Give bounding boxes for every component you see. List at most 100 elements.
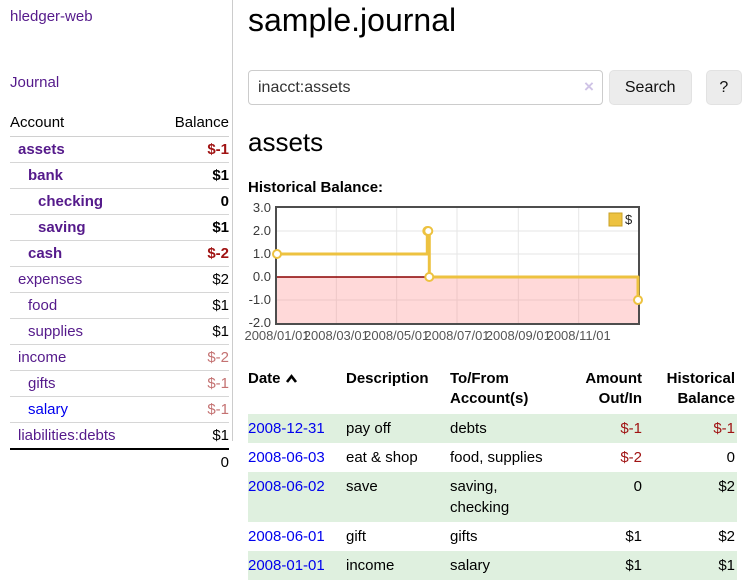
sidebar-item-journal[interactable]: Journal: [10, 74, 60, 91]
register-accounts: saving, checking: [450, 477, 510, 516]
y-axis-tick-label: -2.0: [248, 314, 271, 330]
search-form: × Search ?: [248, 70, 742, 106]
account-row: expenses $2: [10, 266, 229, 293]
app-brand-link[interactable]: hledger-web: [10, 8, 93, 25]
account-row: income $-2: [10, 344, 229, 371]
register-accounts: gifts: [450, 527, 478, 545]
register-balance: $-1: [713, 419, 735, 437]
register-balance: $1: [718, 556, 735, 574]
sidebar-account-assets[interactable]: assets: [18, 141, 65, 158]
data-point-marker: [633, 294, 643, 305]
page-title: sample.journal: [248, 2, 457, 38]
sidebar-account-liabilities-debts[interactable]: liabilities:debts: [18, 427, 116, 444]
data-point-marker: [423, 225, 434, 236]
register-date-link[interactable]: 2008-06-02: [248, 477, 325, 495]
register-header-accounts-line2: Account(s): [450, 389, 529, 407]
register-description: eat & shop: [346, 448, 418, 466]
x-axis-tick-label: 2008/01/01: [244, 327, 310, 343]
account-balance: $2: [154, 266, 229, 293]
account-balance: $-2: [154, 240, 229, 267]
register-header-balance-line2: Balance: [677, 389, 735, 407]
sidebar-account-expenses[interactable]: expenses: [18, 271, 83, 288]
sidebar-account-food[interactable]: food: [28, 297, 58, 314]
sidebar-account-supplies[interactable]: supplies: [28, 323, 84, 340]
sidebar-account-saving[interactable]: saving: [38, 219, 86, 236]
register-table: Date Description To/From Account(s) Amou…: [248, 367, 737, 580]
account-balance: $1: [154, 292, 229, 319]
register-date-link[interactable]: 2008-06-01: [248, 527, 325, 545]
account-balance: $1: [154, 318, 229, 345]
sidebar-account-checking[interactable]: checking: [38, 193, 104, 210]
account-row: food $1: [10, 292, 229, 319]
search-input[interactable]: [248, 70, 603, 106]
accounts-header-account: Account: [10, 111, 155, 137]
account-page-title: assets: [248, 126, 324, 157]
y-axis-tick-label: 3.0: [252, 199, 271, 215]
register-accounts: debts: [450, 419, 487, 437]
y-axis-tick-label: 1.0: [252, 245, 271, 261]
chart-canvas: $: [272, 207, 643, 323]
chart-plot-area: $: [272, 205, 643, 325]
register-header-accounts-line1: To/From: [450, 369, 509, 387]
account-row: cash $-2: [10, 240, 229, 267]
register-row: 2008-06-01 gift gifts $1 $2: [248, 522, 737, 551]
register-amount: $1: [625, 556, 642, 574]
account-balance: $-1: [154, 396, 229, 423]
account-balance: $-2: [154, 344, 229, 371]
sidebar-account-income[interactable]: income: [18, 349, 67, 366]
sidebar: hledger-web Journal Account Balance asse…: [0, 0, 233, 475]
register-balance: $2: [718, 477, 735, 495]
register-description: income: [346, 556, 395, 574]
register-date-link[interactable]: 2008-12-31: [248, 419, 325, 437]
accounts-balance-table: Account Balance assets $-1 bank $1 checking 0…: [10, 111, 229, 475]
register-amount: $-2: [620, 448, 642, 466]
register-amount: $1: [625, 527, 642, 545]
register-description: gift: [346, 527, 367, 545]
account-row: saving $1: [10, 214, 229, 241]
account-balance: 0: [154, 188, 229, 215]
account-row: gifts $-1: [10, 370, 229, 397]
y-axis-tick-label: -1.0: [248, 291, 271, 307]
clear-search-icon[interactable]: ×: [583, 76, 594, 96]
register-header-amount-line2: Out/In: [598, 389, 642, 407]
help-button[interactable]: ?: [705, 70, 742, 106]
register-description: pay off: [346, 419, 391, 437]
account-row: supplies $1: [10, 318, 229, 345]
register-amount: 0: [633, 477, 642, 495]
sidebar-account-gifts[interactable]: gifts: [28, 375, 56, 392]
account-balance: $-1: [154, 370, 229, 397]
register-accounts: food, supplies: [450, 448, 543, 466]
account-balance: $1: [212, 427, 229, 444]
register-amount: $-1: [620, 419, 642, 437]
sidebar-account-salary[interactable]: salary: [28, 401, 69, 418]
register-balance: 0: [726, 448, 735, 466]
account-row: bank $1: [10, 162, 229, 189]
sidebar-account-cash[interactable]: cash: [28, 245, 63, 262]
register-header-balance: Historical Balance: [642, 367, 737, 414]
accounts-total-value: 0: [154, 448, 229, 475]
account-row: salary $-1: [10, 396, 229, 423]
register-description: save: [346, 477, 378, 495]
x-axis-tick-label: 2008/05/01: [364, 327, 430, 343]
register-header-row: Date Description To/From Account(s) Amou…: [248, 367, 737, 414]
account-row: checking 0: [10, 188, 229, 215]
register-header-amount: Amount Out/In: [560, 367, 642, 414]
data-point-marker: [424, 271, 435, 282]
x-axis-tick-label: 2008/03/01: [303, 327, 369, 343]
register-header-balance-line1: Historical: [666, 369, 735, 387]
account-balance: $1: [154, 214, 229, 241]
register-header-description: Description: [346, 367, 450, 414]
y-axis-tick-label: 2.0: [252, 222, 271, 238]
search-input-wrap: ×: [248, 70, 603, 106]
sort-ascending-icon: [285, 373, 297, 383]
register-date-link[interactable]: 2008-06-03: [248, 448, 325, 466]
register-header-date[interactable]: Date: [248, 367, 346, 414]
register-accounts: salary: [450, 556, 491, 574]
register-header-date-label: Date: [248, 369, 281, 387]
sidebar-account-bank[interactable]: bank: [28, 167, 64, 184]
search-button[interactable]: Search: [608, 70, 692, 106]
register-row: 2008-01-01 income salary $1 $1: [248, 550, 737, 580]
accounts-table-header-row: Account Balance: [10, 111, 229, 137]
register-date-link[interactable]: 2008-01-01: [248, 556, 325, 574]
account-row: liabilities:debts $1: [10, 423, 229, 450]
